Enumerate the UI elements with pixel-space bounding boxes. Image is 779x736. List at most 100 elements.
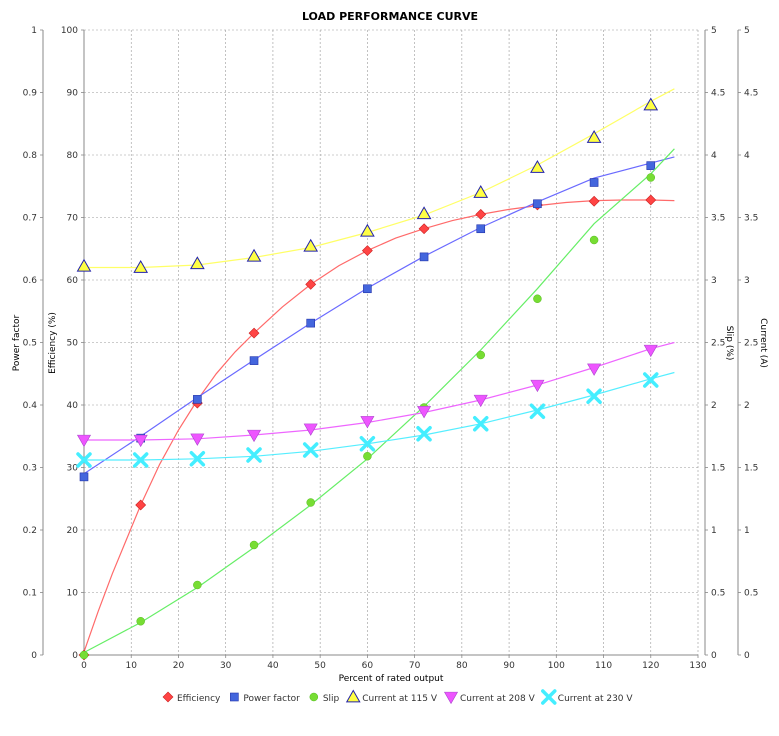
efficiency-tick-label: 0 bbox=[72, 651, 78, 661]
data-point-slip bbox=[363, 452, 372, 461]
data-point-current-at-208-v bbox=[643, 344, 658, 358]
data-point-current-at-115-v bbox=[133, 259, 149, 273]
current-tick-label: 3 bbox=[744, 276, 750, 286]
series-line-power-factor bbox=[83, 156, 675, 475]
data-point-current-at-208-v bbox=[303, 423, 318, 436]
current-tick-label: 1 bbox=[744, 526, 750, 536]
data-point-slip bbox=[193, 580, 202, 590]
power_factor-tick-label: 0.1 bbox=[23, 589, 37, 599]
data-point-power-factor bbox=[533, 199, 542, 209]
series-current-at-230-v bbox=[76, 371, 675, 468]
series-line-slip bbox=[83, 148, 675, 654]
data-point-power-factor bbox=[476, 224, 486, 234]
slip-tick-label: 5 bbox=[711, 26, 717, 36]
x-tick-label: 30 bbox=[220, 661, 232, 671]
x-tick-label: 10 bbox=[126, 661, 138, 671]
data-point-power-factor bbox=[589, 178, 599, 187]
efficiency-tick-label: 90 bbox=[67, 89, 79, 99]
data-point-slip bbox=[136, 617, 145, 626]
power_factor-tick-label: 0 bbox=[31, 651, 37, 661]
data-point-current-at-230-v-stroke bbox=[359, 436, 376, 452]
x-tick-label: 90 bbox=[503, 661, 515, 671]
efficiency-tick-label: 60 bbox=[67, 276, 79, 286]
data-point-current-at-208-v bbox=[587, 363, 602, 376]
data-point-current-at-208-v bbox=[247, 429, 262, 443]
efficiency-tick-label: 100 bbox=[61, 26, 78, 36]
data-point-current-at-230-v-stroke bbox=[246, 447, 262, 463]
legend-item-current-at-208-v: Current at 208 V bbox=[443, 691, 536, 705]
power_factor-tick-label: 0.5 bbox=[23, 339, 37, 349]
data-point-efficiency bbox=[305, 278, 317, 290]
current-tick-label: 0 bbox=[744, 651, 750, 661]
data-point-current-at-115-v bbox=[246, 248, 262, 262]
data-point-current-at-230-v-stroke bbox=[302, 442, 319, 458]
data-point-current-at-230-v bbox=[302, 442, 319, 458]
data-point-efficiency bbox=[361, 245, 373, 257]
data-point-current-at-230-v bbox=[529, 403, 546, 419]
legend-marker-efficiency bbox=[162, 691, 174, 703]
legend: Efficiency Power factor Slip Current at 115… bbox=[162, 689, 633, 705]
x-tick-label: 80 bbox=[456, 661, 468, 671]
power_factor-tick-label: 0.2 bbox=[23, 526, 37, 536]
legend-item-current-at-230-v: Current at 230 V bbox=[541, 689, 633, 705]
data-point-current-at-230-v-stroke bbox=[586, 388, 602, 404]
data-point-current-at-230-v bbox=[132, 452, 149, 468]
efficiency-tick-label: 50 bbox=[67, 339, 79, 349]
x-tick-label: 50 bbox=[314, 661, 326, 671]
slip-tick-label: 2.5 bbox=[711, 339, 725, 349]
power_factor-tick-label: 0.7 bbox=[23, 214, 37, 224]
x-tick-label: 120 bbox=[642, 661, 659, 671]
slip-tick-label: 0 bbox=[711, 651, 717, 661]
current-tick-label: 2 bbox=[744, 401, 750, 411]
x-tick-label: 20 bbox=[173, 661, 185, 671]
data-point-current-at-208-v bbox=[530, 379, 545, 393]
power_factor-tick-label: 0.9 bbox=[23, 89, 38, 99]
legend-marker-current-at-115-v bbox=[345, 689, 361, 703]
data-point-current-at-115-v bbox=[303, 238, 319, 252]
efficiency-axis-title: Efficiency (%) bbox=[48, 312, 58, 374]
efficiency-tick-label: 70 bbox=[67, 214, 79, 224]
legend-label-slip: Slip bbox=[323, 694, 340, 704]
current-tick-label: 4.5 bbox=[744, 89, 758, 99]
x-axis-title: Percent of rated output bbox=[339, 674, 444, 684]
slip-axis-title: Slip (%) bbox=[724, 326, 734, 361]
grid bbox=[83, 29, 699, 656]
data-point-current-at-115-v bbox=[416, 206, 432, 220]
data-point-slip bbox=[646, 173, 656, 182]
series-line-efficiency bbox=[83, 199, 675, 653]
x-tick-label: 130 bbox=[689, 661, 706, 671]
data-point-current-at-230-v bbox=[586, 388, 602, 404]
slip-tick-label: 1 bbox=[711, 526, 717, 536]
data-point-efficiency bbox=[645, 194, 657, 206]
efficiency-tick-label: 40 bbox=[67, 401, 79, 411]
x-tick-label: 100 bbox=[548, 661, 565, 671]
legend-label-current-at-208-v: Current at 208 V bbox=[460, 694, 536, 704]
data-point-power-factor bbox=[419, 252, 429, 262]
series-group bbox=[76, 88, 675, 661]
legend-label-efficiency: Efficiency bbox=[177, 694, 221, 704]
power_factor-tick-label: 0.4 bbox=[23, 401, 38, 411]
legend-label-current-at-115-v: Current at 115 V bbox=[362, 694, 438, 704]
data-point-power-factor bbox=[79, 472, 89, 482]
series-line-current-at-230-v bbox=[84, 371, 675, 461]
data-point-current-at-230-v-stroke bbox=[416, 426, 432, 442]
data-point-current-at-115-v bbox=[643, 97, 659, 111]
data-point-efficiency bbox=[588, 195, 600, 207]
x-tick-label: 110 bbox=[595, 661, 612, 671]
legend-label-power-factor: Power factor bbox=[243, 694, 300, 704]
data-point-current-at-208-v bbox=[76, 434, 92, 448]
series-current-at-208-v bbox=[76, 341, 675, 448]
data-point-efficiency bbox=[248, 327, 260, 339]
data-point-current-at-208-v bbox=[190, 433, 205, 446]
current-tick-label: 4 bbox=[744, 151, 750, 161]
power_factor-tick-label: 0.6 bbox=[23, 276, 38, 286]
legend-marker-current-at-230-v bbox=[541, 689, 557, 705]
slip-tick-label: 4 bbox=[711, 151, 717, 161]
data-point-slip bbox=[589, 235, 599, 245]
data-point-current-at-230-v-stroke bbox=[529, 403, 546, 419]
data-point-current-at-230-v-stroke bbox=[189, 451, 206, 467]
axes: 0 10 20 30 40 50 60 70 80 90 100 110 120 13000.10.20.… bbox=[12, 26, 768, 684]
data-point-current-at-208-v bbox=[133, 434, 148, 448]
efficiency-tick-label: 10 bbox=[67, 589, 79, 599]
